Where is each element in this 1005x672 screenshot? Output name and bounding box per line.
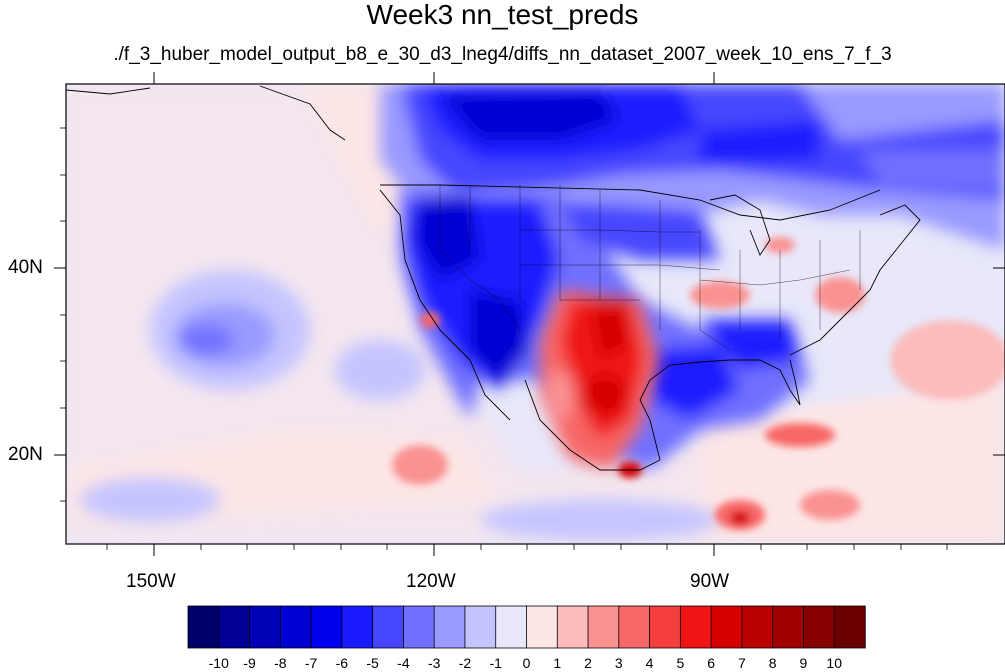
- map-field: [66, 84, 1005, 544]
- colorbar-swatch: [772, 605, 805, 649]
- colorbar-tick-label: 0: [522, 655, 531, 671]
- colorbar-swatch: [279, 605, 312, 649]
- field-east-positive: [392, 237, 1005, 530]
- colorbar-tick-label: -4: [397, 655, 410, 671]
- colorbar-tick-label: 6: [707, 655, 716, 671]
- colorbar-swatch: [587, 605, 620, 649]
- colorbar-tick-label: -10: [208, 655, 229, 671]
- field-texas-positive: [540, 290, 660, 470]
- lon-label-150w: 150W: [126, 571, 176, 592]
- colorbar-swatch: [710, 605, 743, 649]
- colorbar-tick-label: 3: [614, 655, 623, 671]
- lat-label-20n: 20N: [8, 444, 43, 465]
- colorbar-swatch: [310, 605, 343, 649]
- colorbar-tick-label: 9: [799, 655, 808, 671]
- colorbar: [187, 605, 866, 649]
- colorbar-tick-label: -8: [274, 655, 287, 671]
- colorbar-tick-label: 1: [553, 655, 562, 671]
- map-title: Week3 nn_test_preds: [366, 0, 639, 30]
- lon-label-90w: 90W: [690, 571, 730, 592]
- coastlines: [66, 85, 921, 471]
- colorbar-tick-label: 7: [738, 655, 746, 671]
- colorbar-swatch: [372, 605, 405, 649]
- colorbar-swatch: [464, 605, 497, 649]
- colorbar-swatch: [403, 605, 435, 649]
- colorbar-swatch: [433, 605, 466, 649]
- colorbar-swatch: [741, 605, 774, 649]
- colorbar-tick-label: 10: [826, 655, 842, 671]
- field-north-negative: [380, 84, 1005, 250]
- colorbar-tick-label: 4: [645, 655, 654, 671]
- lat-label-40n: 40N: [8, 257, 43, 278]
- colorbar-swatch: [495, 605, 528, 649]
- field-pacific-negative: [80, 270, 720, 540]
- state-borders: [439, 185, 861, 351]
- colorbar-tick-label: 5: [676, 655, 685, 671]
- colorbar-tick-label: -6: [335, 655, 349, 671]
- colorbar-swatch: [618, 605, 651, 649]
- axis-ticks: [54, 72, 1005, 556]
- colorbar-swatch: [679, 605, 712, 649]
- colorbar-swatch: [556, 605, 589, 649]
- map-frame: [65, 83, 1005, 545]
- colorbar-tick-label: -2: [458, 655, 472, 671]
- colorbar-swatch: [833, 605, 866, 649]
- colorbar-tick-label: 2: [584, 655, 592, 671]
- map-subtitle: ./f_3_huber_model_output_b8_e_30_d3_lneg…: [113, 44, 892, 65]
- colorbar-swatch: [249, 605, 282, 649]
- colorbar-tick-label: 8: [768, 655, 777, 671]
- colorbar-tick-label: -7: [304, 655, 318, 671]
- colorbar-tick-label: -5: [366, 655, 379, 671]
- colorbar-swatch: [803, 605, 835, 649]
- colorbar-tick-label: -3: [427, 655, 441, 671]
- minor-ticks: [60, 127, 948, 550]
- colorbar-swatch: [526, 605, 558, 649]
- colorbar-tick-label: -1: [489, 655, 502, 671]
- colorbar-swatch: [649, 605, 682, 649]
- colorbar-swatch: [218, 605, 251, 649]
- lon-label-120w: 120W: [406, 571, 456, 592]
- colorbar-swatch: [341, 605, 374, 649]
- colorbar-tick-label: -9: [243, 655, 256, 671]
- colorbar-swatch: [187, 605, 220, 649]
